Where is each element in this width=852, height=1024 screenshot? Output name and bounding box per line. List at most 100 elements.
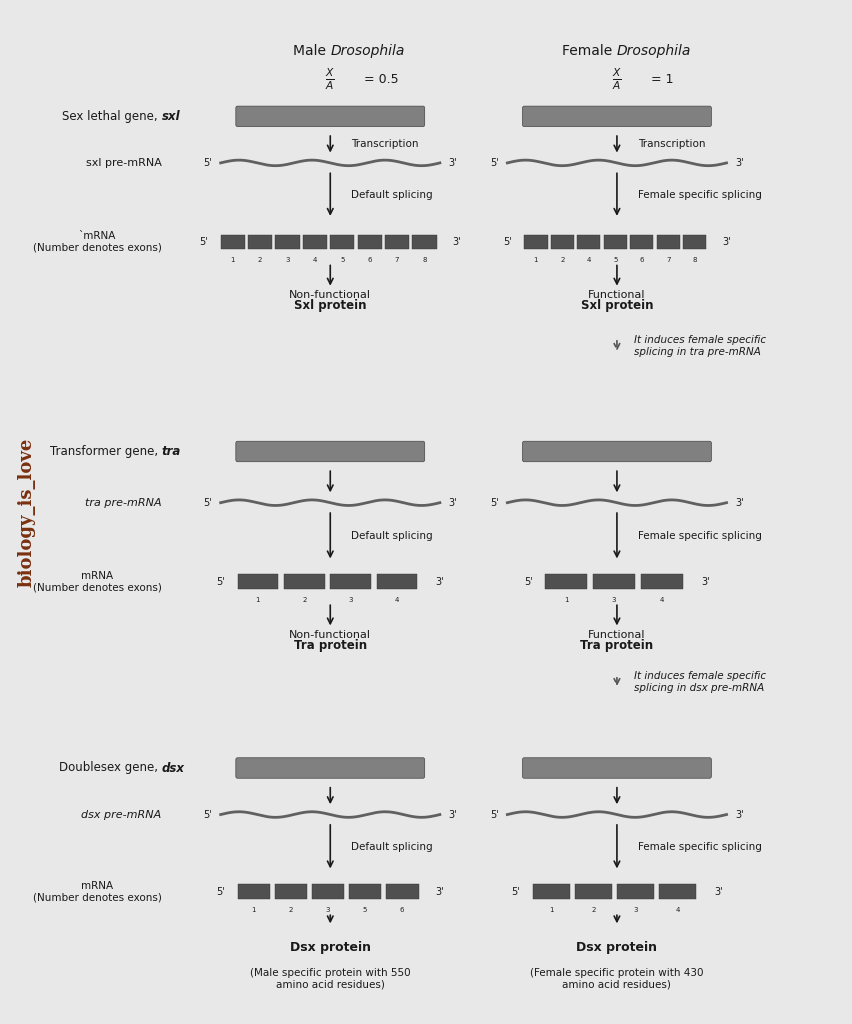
Bar — [311, 885, 344, 899]
Text: Transformer gene,: Transformer gene, — [49, 445, 161, 458]
Text: 1: 1 — [549, 906, 553, 912]
Text: 4: 4 — [313, 257, 317, 263]
Text: Functional: Functional — [588, 290, 645, 312]
Text: It induces female specific
splicing in dsx pre-mRNA: It induces female specific splicing in d… — [633, 671, 765, 692]
Text: sxl: sxl — [161, 110, 180, 123]
Text: 2: 2 — [257, 257, 262, 263]
Text: Tra protein: Tra protein — [293, 624, 366, 651]
Text: 4: 4 — [659, 597, 663, 603]
Text: 2: 2 — [560, 257, 564, 263]
Text: 5': 5' — [510, 887, 520, 897]
Text: 4: 4 — [586, 257, 590, 263]
FancyBboxPatch shape — [522, 106, 711, 127]
Text: 7: 7 — [665, 257, 670, 263]
Bar — [616, 885, 653, 899]
FancyBboxPatch shape — [522, 441, 711, 462]
Text: 5': 5' — [216, 577, 225, 587]
Text: (Female specific protein with 430
amino acid residues): (Female specific protein with 430 amino … — [530, 968, 703, 990]
Text: 1: 1 — [251, 906, 256, 912]
Text: Female specific splicing: Female specific splicing — [637, 530, 761, 541]
Text: 3': 3' — [448, 498, 457, 508]
Text: 7: 7 — [394, 257, 399, 263]
Bar — [592, 574, 635, 589]
Text: Doublesex gene,: Doublesex gene, — [59, 762, 161, 774]
Text: Default splicing: Default splicing — [351, 189, 433, 200]
Text: 4: 4 — [394, 597, 399, 603]
Text: $\frac{X}{A}$: $\frac{X}{A}$ — [325, 67, 335, 92]
Text: tra pre-mRNA: tra pre-mRNA — [85, 498, 161, 508]
Text: 6: 6 — [639, 257, 643, 263]
Text: 2: 2 — [302, 597, 306, 603]
Text: 1: 1 — [563, 597, 568, 603]
Bar — [237, 885, 270, 899]
Bar — [274, 885, 307, 899]
Bar — [524, 234, 547, 250]
Text: Transcription: Transcription — [351, 139, 418, 150]
Text: = 1: = 1 — [650, 73, 672, 86]
Bar — [248, 234, 272, 250]
Text: 3': 3' — [448, 158, 457, 168]
Text: Non-functional: Non-functional — [289, 630, 371, 651]
Bar — [682, 234, 705, 250]
Text: Sxl protein: Sxl protein — [580, 284, 653, 312]
Text: $\frac{X}{A}$: $\frac{X}{A}$ — [611, 67, 621, 92]
Text: `mRNA
(Number denotes exons): `mRNA (Number denotes exons) — [32, 231, 161, 253]
Text: 5': 5' — [523, 577, 532, 587]
Text: 6: 6 — [400, 906, 404, 912]
Text: Male: Male — [292, 44, 330, 58]
Bar — [656, 234, 679, 250]
Text: Drosophila: Drosophila — [616, 44, 690, 58]
Text: Female specific splicing: Female specific splicing — [637, 189, 761, 200]
Text: 3': 3' — [734, 498, 743, 508]
Text: Functional: Functional — [588, 630, 645, 651]
Text: 5: 5 — [340, 257, 344, 263]
Text: 8: 8 — [692, 257, 696, 263]
Text: mRNA
(Number denotes exons): mRNA (Number denotes exons) — [32, 571, 161, 593]
Text: Female: Female — [561, 44, 616, 58]
Text: 5': 5' — [490, 158, 498, 168]
Bar — [574, 885, 611, 899]
Bar — [532, 885, 569, 899]
Bar — [384, 234, 409, 250]
Bar — [357, 234, 382, 250]
Bar — [377, 574, 417, 589]
Text: 5': 5' — [204, 498, 212, 508]
Bar — [385, 885, 418, 899]
Text: sxl pre-mRNA: sxl pre-mRNA — [86, 158, 161, 168]
Text: 6: 6 — [367, 257, 371, 263]
Text: 1: 1 — [230, 257, 234, 263]
Text: Sxl protein: Sxl protein — [294, 284, 366, 312]
Text: 3': 3' — [435, 887, 444, 897]
Text: 2: 2 — [590, 906, 595, 912]
Text: 3': 3' — [448, 810, 457, 819]
Bar — [412, 234, 436, 250]
Bar — [221, 234, 245, 250]
Text: 5': 5' — [204, 158, 212, 168]
Text: Female specific splicing: Female specific splicing — [637, 842, 761, 852]
Text: 3: 3 — [285, 257, 290, 263]
Bar — [577, 234, 600, 250]
Text: Non-functional: Non-functional — [289, 290, 371, 312]
Text: 5': 5' — [216, 887, 225, 897]
Text: 5': 5' — [199, 237, 208, 247]
Bar — [302, 234, 326, 250]
Text: 1: 1 — [533, 257, 538, 263]
FancyBboxPatch shape — [235, 441, 424, 462]
Text: 5': 5' — [490, 810, 498, 819]
Text: 3': 3' — [734, 158, 743, 168]
Bar — [330, 574, 371, 589]
Text: 3': 3' — [722, 237, 730, 247]
Text: = 0.5: = 0.5 — [364, 73, 398, 86]
Text: dsx pre-mRNA: dsx pre-mRNA — [81, 810, 161, 819]
Text: 3': 3' — [700, 577, 709, 587]
Text: tra: tra — [161, 445, 181, 458]
Text: Dsx protein: Dsx protein — [290, 941, 371, 954]
Text: 3: 3 — [611, 597, 616, 603]
Text: It induces female specific
splicing in tra pre-mRNA: It induces female specific splicing in t… — [633, 335, 765, 356]
FancyBboxPatch shape — [235, 106, 424, 127]
Text: Default splicing: Default splicing — [351, 842, 433, 852]
Bar — [348, 885, 381, 899]
Bar — [275, 234, 299, 250]
Text: 5: 5 — [362, 906, 367, 912]
Bar — [544, 574, 587, 589]
